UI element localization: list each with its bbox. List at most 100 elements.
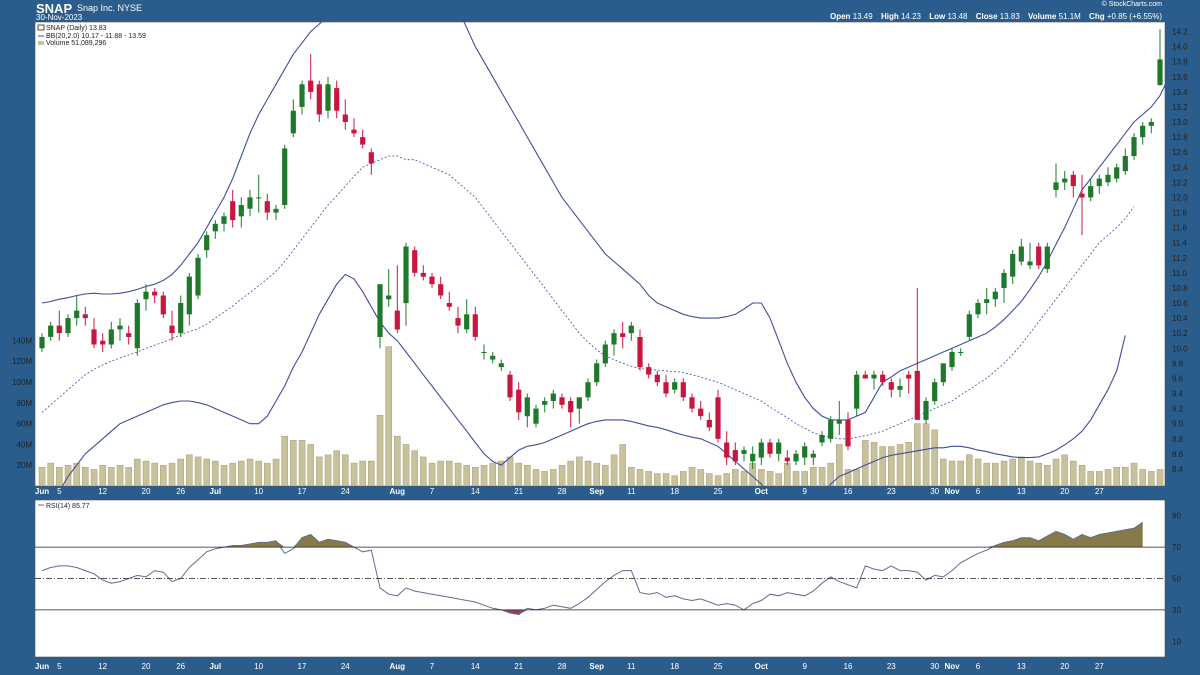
volume-bar bbox=[99, 465, 106, 486]
volume-bar bbox=[454, 462, 462, 486]
volume-bar bbox=[818, 467, 826, 486]
volume-value: 51.1M bbox=[1058, 12, 1081, 21]
candle-down bbox=[446, 303, 452, 307]
x-axis-labels: Jun Jun 5 5 12 12 20 20 26 26 Jul Jul 10 10 17 17 24 24 Au… bbox=[35, 487, 1104, 671]
volume-bar bbox=[957, 460, 964, 486]
candle-up bbox=[1010, 254, 1016, 277]
volume-bar bbox=[671, 475, 678, 486]
rsi-tick-label: 30 bbox=[1172, 606, 1181, 615]
close-label: Close bbox=[975, 12, 998, 21]
volume-bar bbox=[134, 458, 141, 486]
x-tick-label-bottom: 23 bbox=[887, 662, 896, 671]
volume-bar bbox=[1044, 465, 1051, 486]
price-tick-label: 13.4 bbox=[1172, 88, 1188, 97]
volume-bar bbox=[368, 460, 375, 486]
candle-down bbox=[126, 333, 132, 337]
price-tick-label: 9.2 bbox=[1172, 405, 1184, 414]
candle-down bbox=[715, 397, 721, 439]
candle-up bbox=[464, 314, 470, 330]
price-panel bbox=[34, 21, 1166, 487]
x-tick-label-bottom: 26 bbox=[176, 662, 185, 671]
volume-bar bbox=[498, 460, 505, 486]
volume-legend-label: Volume 51,089,296 bbox=[46, 40, 106, 47]
volume-bar bbox=[125, 467, 132, 486]
candle-up bbox=[282, 148, 288, 205]
x-tick-label-bottom: 7 bbox=[430, 662, 435, 671]
candle-down bbox=[689, 397, 695, 409]
price-layer bbox=[38, 22, 1165, 486]
x-tick-label-bottom: Sep bbox=[589, 662, 604, 671]
candle-down bbox=[316, 84, 322, 115]
price-tick-label: 12.6 bbox=[1172, 148, 1188, 157]
x-tick-label: Nov bbox=[944, 487, 960, 496]
volume-bar bbox=[281, 435, 288, 486]
candle-up bbox=[871, 374, 877, 379]
candle-up bbox=[594, 363, 600, 383]
x-tick-label-bottom: 28 bbox=[558, 662, 567, 671]
volume-bar bbox=[1035, 462, 1042, 486]
x-tick-label-bottom: Aug bbox=[390, 662, 406, 671]
volume-bar bbox=[706, 473, 713, 486]
volume-bar bbox=[1122, 467, 1129, 486]
x-tick-label-bottom: 14 bbox=[471, 662, 480, 671]
chart-date: 30-Nov-2023 bbox=[36, 13, 83, 22]
candle-down bbox=[160, 295, 166, 315]
volume-bar bbox=[931, 429, 938, 486]
volume-bar bbox=[151, 462, 158, 486]
volume-label: Volume bbox=[1028, 12, 1057, 21]
brand-label: © StockCharts.com bbox=[1101, 1, 1162, 8]
axis-layer: 8.4 8.6 8.8 9.0 9.2 9.4 9.6 9.8 10.0 10.2 10.4 10.6… bbox=[12, 28, 1188, 647]
candle-up bbox=[602, 344, 608, 364]
x-tick-label-bottom: 16 bbox=[844, 662, 853, 671]
x-tick-label: 23 bbox=[887, 487, 896, 496]
x-tick-label-bottom: 30 bbox=[930, 662, 939, 671]
volume-bar bbox=[1087, 471, 1094, 486]
candle-down bbox=[663, 382, 669, 394]
candle-up bbox=[386, 295, 392, 300]
candle-up bbox=[776, 442, 782, 454]
price-tick-label: 8.6 bbox=[1172, 450, 1184, 459]
candle-down bbox=[334, 88, 340, 111]
price-tick-label: 13.2 bbox=[1172, 103, 1188, 112]
candle-up bbox=[1053, 182, 1059, 190]
volume-bar bbox=[541, 471, 548, 486]
volume-bar bbox=[896, 444, 904, 486]
x-tick-label-bottom: 13 bbox=[1017, 662, 1026, 671]
volume-bar bbox=[870, 442, 878, 486]
candle-up bbox=[611, 333, 617, 345]
volume-bar bbox=[662, 473, 670, 486]
x-tick-label: 25 bbox=[714, 487, 723, 496]
volume-bar bbox=[966, 454, 973, 486]
volume-bar bbox=[108, 467, 115, 486]
candle-down bbox=[368, 152, 374, 164]
volume-bar bbox=[264, 462, 271, 486]
volume-bar bbox=[90, 469, 98, 486]
volume-tick-label: 60M bbox=[16, 420, 32, 429]
x-tick-label-bottom: 18 bbox=[670, 662, 679, 671]
price-tick-label: 9.0 bbox=[1172, 420, 1184, 429]
candle-up bbox=[1105, 174, 1111, 183]
volume-bar bbox=[376, 415, 384, 486]
price-tick-label: 9.4 bbox=[1172, 390, 1184, 399]
candle-down bbox=[394, 310, 400, 330]
candle-up bbox=[949, 352, 955, 368]
x-tick-label: 11 bbox=[627, 487, 636, 496]
volume-tick-label: 20M bbox=[16, 461, 32, 470]
volume-bar bbox=[142, 460, 150, 486]
candle-down bbox=[56, 325, 62, 334]
bb-legend-label: BB(20,2.0) 10.17 - 11.88 - 13.59 bbox=[46, 33, 146, 40]
candle-up bbox=[325, 84, 331, 111]
price-tick-label: 14.2 bbox=[1172, 28, 1188, 37]
candle-up bbox=[221, 216, 227, 224]
x-tick-label-bottom: 12 bbox=[98, 662, 107, 671]
candle-up bbox=[819, 435, 825, 443]
volume-tick-label: 100M bbox=[12, 378, 32, 387]
candle-down bbox=[420, 272, 426, 277]
volume-tick-label: 120M bbox=[12, 357, 32, 366]
volume-bar bbox=[177, 458, 184, 486]
rsi-tick-label: 10 bbox=[1172, 637, 1181, 646]
x-tick-label: 10 bbox=[254, 487, 263, 496]
volume-bar bbox=[862, 440, 869, 486]
volume-legend-swatch bbox=[38, 41, 44, 45]
